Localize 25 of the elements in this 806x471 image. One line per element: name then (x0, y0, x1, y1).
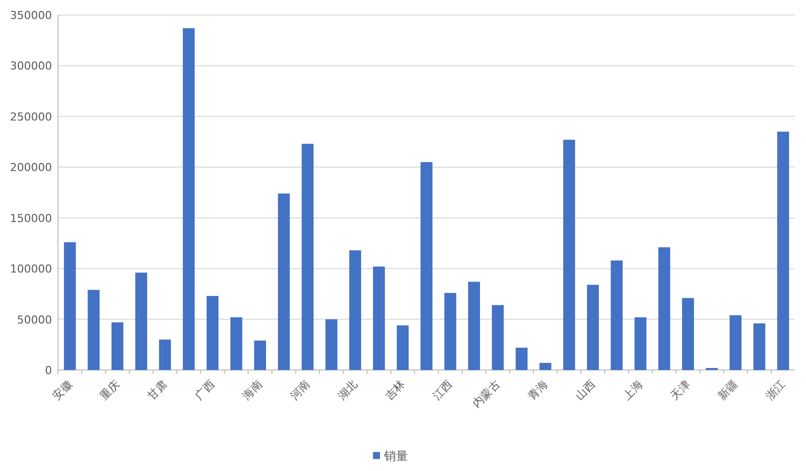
y-tick-label: 50000 (17, 313, 52, 326)
x-tick-label: 山西 (573, 378, 598, 402)
x-tick-label: 甘肃 (145, 378, 170, 402)
y-tick-label: 300000 (10, 60, 52, 73)
x-tick-label: 浙江 (763, 378, 788, 402)
y-tick-label: 200000 (10, 161, 52, 174)
y-tick-label: 100000 (10, 262, 52, 276)
x-tick-label: 青海 (525, 378, 550, 402)
y-tick-label: 150000 (10, 212, 52, 225)
x-tick-label: 内蒙古 (470, 378, 503, 410)
x-tick-label: 安徽 (50, 378, 75, 402)
x-tick-label: 天津 (668, 378, 693, 402)
x-tick-label: 湖北 (335, 378, 360, 402)
x-tick-label: 河南 (288, 378, 312, 402)
x-tick-label: 吉林 (382, 378, 408, 402)
x-tick-label: 上海 (620, 378, 646, 402)
y-tick-label: 250000 (10, 110, 52, 124)
x-tick-label: 江西 (430, 378, 456, 402)
y-tick-label: 0 (45, 364, 52, 377)
y-tick-label: 350000 (10, 9, 52, 22)
x-tick-label: 重庆 (98, 378, 122, 402)
x-tick-label: 海南 (240, 378, 265, 402)
x-tick-label: 新疆 (716, 378, 740, 402)
x-tick-label: 广西 (192, 378, 218, 402)
legend-label: 销量 (383, 449, 408, 463)
